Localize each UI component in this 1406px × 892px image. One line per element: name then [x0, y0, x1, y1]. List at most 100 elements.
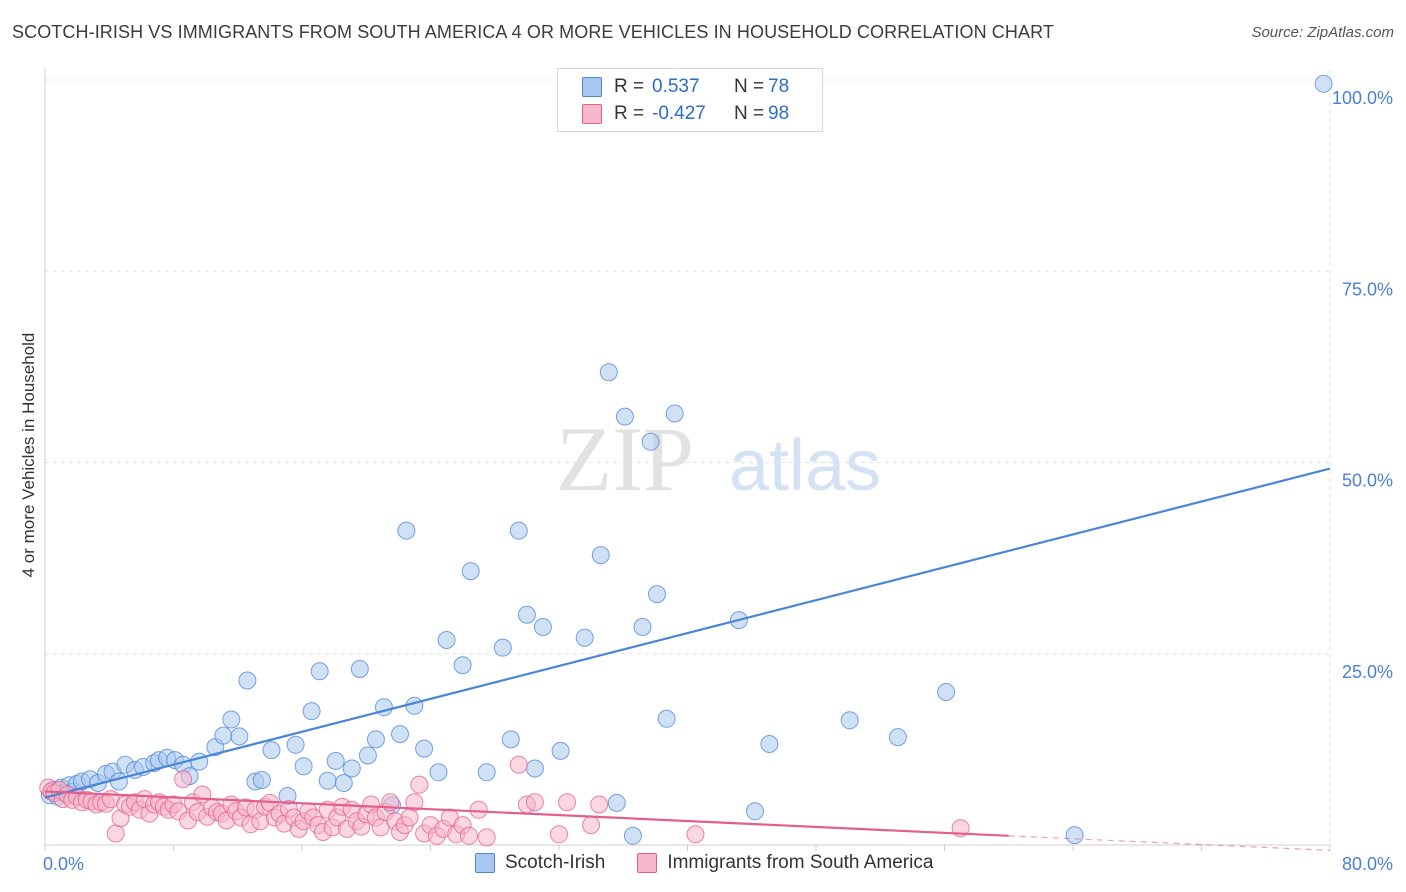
scotch-irish-point [840, 711, 859, 730]
series-name: Scotch-Irish [505, 852, 606, 873]
scotch-irish-point [623, 826, 642, 845]
r-label: R = [614, 103, 645, 124]
immigrants-point [686, 825, 705, 844]
scotch-irish-point [746, 802, 764, 821]
immigrants-swatch [637, 853, 658, 873]
scotch-irish-point [252, 771, 271, 789]
scotch-irish-point [607, 793, 626, 812]
scotch-irish-point [461, 562, 480, 581]
immigrants-point [410, 775, 429, 794]
x-tick-label-min: 0.0% [43, 854, 84, 874]
scotch-irish-point [230, 727, 249, 746]
legend-item-immigrants: Immigrants from South America [637, 852, 933, 874]
immigrants-point [550, 825, 568, 844]
scotch-irish-point [575, 628, 594, 647]
immigrants-point [582, 816, 601, 835]
scotch-irish-point [238, 671, 257, 690]
immigrants-trend-extension [1008, 835, 1331, 851]
scotch-irish-point [591, 546, 610, 565]
scotch-irish-point [342, 759, 361, 778]
immigrants-point [106, 824, 125, 843]
scotch-irish-point [517, 605, 536, 624]
immigrants-point [558, 793, 576, 812]
scotch-irish-point [429, 763, 448, 782]
immigrants-point [590, 795, 609, 814]
n-label: N = [734, 76, 765, 97]
scotch-irish-point [437, 631, 456, 649]
scotch-irish-point [599, 363, 618, 382]
scotch-irish-point [551, 741, 570, 760]
scotch-irish-point [391, 725, 409, 744]
immigrants-point [400, 808, 419, 827]
n-value: 78 [768, 76, 790, 97]
scotch-irish-point [633, 618, 652, 636]
immigrants-point [469, 800, 488, 819]
scotch-irish-point [648, 585, 666, 604]
scotch-irish-point [641, 432, 660, 451]
scotch-irish-point [760, 735, 779, 753]
y-tick-label: 100.0% [1332, 88, 1393, 108]
immigrants-swatch [582, 104, 602, 124]
y-tick-label: 50.0% [1342, 471, 1393, 491]
scotch-irish-point [286, 735, 305, 754]
scotch-irish-point [397, 521, 416, 540]
scotch-irish-point [888, 728, 907, 747]
r-value: -0.427 [652, 103, 706, 124]
y-tick-label: 75.0% [1342, 279, 1393, 299]
scotch-irish-point [509, 521, 528, 540]
watermark-atlas: atlas [729, 426, 881, 506]
series-legend: Scotch-Irish Immigrants from South Ameri… [475, 852, 965, 874]
r-value: 0.537 [652, 76, 700, 97]
scotch-irish-point [477, 763, 496, 782]
scotch-irish-point [453, 656, 472, 675]
scotch-irish-point [302, 702, 321, 721]
immigrants-trend-line [44, 790, 1009, 837]
scotch-irish-point [350, 660, 369, 678]
scotch-irish-point [109, 772, 128, 791]
legend-row-scotch-irish: R = 0.537 N = 78 [582, 74, 789, 100]
scotch-irish-point [415, 739, 434, 758]
legend-item-scotch-irish: Scotch-Irish [475, 852, 605, 874]
scotch-irish-point [1314, 74, 1333, 93]
series-name: Immigrants from South America [667, 852, 934, 873]
scotch-irish-point [665, 404, 684, 423]
scotch-irish-point [310, 662, 329, 681]
scotch-irish-point [615, 407, 634, 426]
y-axis-label: 4 or more Vehicles in Household [19, 333, 38, 578]
scotch-irish-point [657, 709, 676, 728]
immigrants-point [477, 828, 496, 847]
scotch-irish-swatch [582, 77, 602, 97]
immigrants-point [460, 826, 478, 845]
x-tick-label-max: 80.0% [1342, 854, 1393, 874]
data-points [39, 74, 1333, 847]
scotch-irish-point [366, 730, 385, 749]
scotch-irish-point [262, 741, 281, 760]
y-tick-label: 25.0% [1342, 662, 1393, 682]
scotch-irish-point [294, 757, 313, 776]
scotch-irish-point [405, 696, 424, 715]
scotch-irish-point [326, 751, 345, 770]
scotch-irish-point [525, 759, 544, 778]
scotch-irish-point [937, 683, 956, 701]
scotch-irish-point [501, 730, 520, 749]
immigrants-point [174, 770, 193, 789]
axes [44, 68, 1331, 851]
correlation-legend: R = 0.537 N = 78 R = -0.427 N = 98 [557, 68, 823, 132]
scotch-irish-trend-line [44, 467, 1331, 799]
legend-row-immigrants: R = -0.427 N = 98 [582, 101, 789, 127]
scotch-irish-point [214, 726, 233, 745]
scotch-irish-point [1065, 826, 1084, 845]
scotch-irish-point [318, 771, 337, 790]
source-label: Source: ZipAtlas.com [1251, 24, 1394, 41]
trend-lines [44, 467, 1331, 851]
scotch-irish-point [493, 638, 512, 657]
scotch-irish-swatch [475, 853, 495, 873]
immigrants-point [525, 793, 544, 812]
scotch-irish-point [533, 618, 552, 636]
n-value: 98 [768, 103, 790, 124]
immigrants-point [405, 793, 424, 812]
immigrants-point [509, 755, 528, 774]
scotch-irish-point [358, 746, 377, 765]
tick-labels: 25.0% 50.0% 75.0% 100.0% 0.0% 80.0% [43, 88, 1393, 874]
r-label: R = [614, 76, 645, 97]
